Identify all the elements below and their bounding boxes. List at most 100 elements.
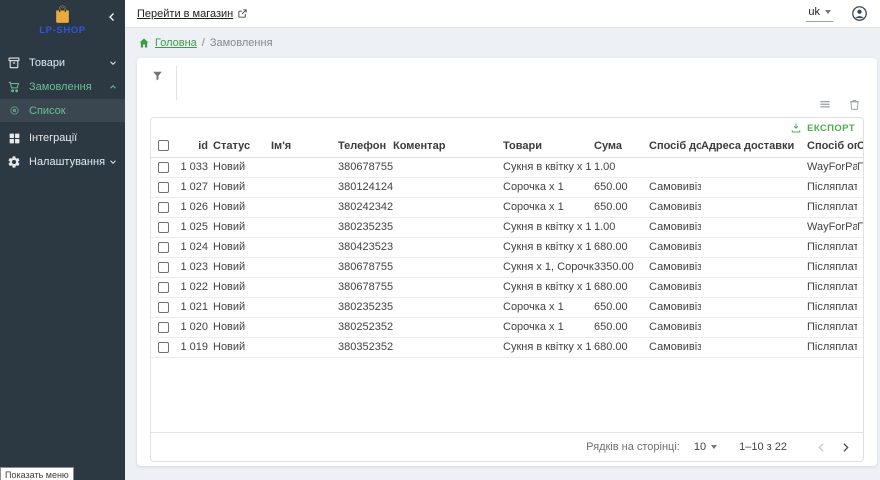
app-logo[interactable]: LP-SHOP xyxy=(0,5,125,36)
table-row[interactable]: 1 020 Новий 380252352352 Сорочка x 1 650… xyxy=(151,317,863,338)
main-area: Перейти в магазин uk Головна / Замовленн… xyxy=(125,0,880,480)
table-row[interactable]: 1 019 Новий 380352352353 Сукня в квітку … xyxy=(151,337,863,358)
table-row[interactable]: 1 021 Новий 380235235235 Сорочка x 1 650… xyxy=(151,297,863,318)
cell-payment-method: Післяплата xyxy=(807,297,857,318)
select-all-checkbox[interactable] xyxy=(158,140,169,152)
orders-table-wrap[interactable]: id Статус Ім'я Телефон Коментар Товари С… xyxy=(151,135,863,358)
cell-payment-status xyxy=(857,197,863,218)
export-button[interactable]: ЕКСПОРТ xyxy=(790,122,855,134)
row-checkbox[interactable] xyxy=(158,161,169,173)
grid-icon xyxy=(3,132,25,145)
delete-button[interactable] xyxy=(848,98,861,111)
header-sum: Сума xyxy=(594,135,649,158)
cell-payment-method: Післяплата xyxy=(807,317,857,338)
row-checkbox[interactable] xyxy=(158,321,169,333)
home-icon xyxy=(138,37,150,49)
cell-products: Сорочка x 1 xyxy=(503,177,594,198)
table-body: 1 033 Новий 380678755765 Сукня в квітку … xyxy=(151,157,863,358)
row-checkbox[interactable] xyxy=(158,261,169,273)
table-row[interactable]: 1 025 Новий 380235235235 Сукня в квітку … xyxy=(151,217,863,238)
cell-delivery-address xyxy=(701,197,807,218)
breadcrumb-separator: / xyxy=(201,37,205,49)
orders-table: id Статус Ім'я Телефон Коментар Товари С… xyxy=(151,135,863,358)
cell-name xyxy=(271,337,338,358)
sidebar-item-integrations[interactable]: Інтеграції xyxy=(0,126,125,150)
table-row[interactable]: 1 022 Новий 380678755765 Сукня в квітку … xyxy=(151,277,863,298)
sidebar-item-settings[interactable]: Налаштування xyxy=(0,150,125,174)
gear-icon xyxy=(3,155,25,169)
row-checkbox[interactable] xyxy=(158,281,169,293)
sidebar-item-orders[interactable]: Замовлення xyxy=(0,75,125,99)
cell-phone: 380352352353 xyxy=(338,337,393,358)
topbar-right: uk xyxy=(806,5,868,22)
breadcrumb-home-link[interactable]: Головна xyxy=(155,37,197,49)
row-checkbox[interactable] xyxy=(158,181,169,193)
cell-comment xyxy=(393,157,503,178)
previous-page-button[interactable] xyxy=(809,435,833,459)
cell-phone: 380124124124 xyxy=(338,177,393,198)
header-payment-method: Спосіб оп... xyxy=(807,135,857,158)
account-button[interactable] xyxy=(851,5,868,22)
table-row[interactable]: 1 033 Новий 380678755765 Сукня в квітку … xyxy=(151,157,863,178)
table-actions xyxy=(818,97,861,111)
cell-id: 1 026 xyxy=(179,197,213,218)
cell-payment-method: WayForPay xyxy=(807,157,857,178)
chevron-left-icon xyxy=(109,13,114,21)
cell-phone: 380678755765 xyxy=(338,277,393,298)
chevron-down-icon xyxy=(108,58,118,68)
cell-delivery-address xyxy=(701,237,807,258)
cell-comment xyxy=(393,237,503,258)
cell-delivery-address xyxy=(701,297,807,318)
row-checkbox[interactable] xyxy=(158,201,169,213)
cell-status: Новий xyxy=(213,197,271,218)
radio-dot-icon xyxy=(3,105,25,116)
next-page-button[interactable] xyxy=(833,435,857,459)
person-circle-icon xyxy=(852,6,867,21)
cell-comment xyxy=(393,297,503,318)
cell-status: Новий xyxy=(213,257,271,278)
filter-button[interactable] xyxy=(151,69,164,82)
table-row[interactable]: 1 023 Новий 380678755722 Сукня x 1, Соро… xyxy=(151,257,863,278)
row-checkbox[interactable] xyxy=(158,241,169,253)
go-to-store-link[interactable]: Перейти в магазин xyxy=(137,8,248,20)
row-checkbox[interactable] xyxy=(158,221,169,233)
cell-status: Новий xyxy=(213,217,271,238)
cell-sum: 650.00 xyxy=(594,297,649,318)
pagination: Рядків на сторінці: 10 1–10 з 22 xyxy=(151,432,863,461)
cell-name xyxy=(271,157,338,178)
cell-delivery-method: Самовивіз xyxy=(649,217,701,238)
sidebar-item-products[interactable]: Товари xyxy=(0,51,125,75)
table-row[interactable]: 1 026 Новий 380242342342 Сорочка x 1 650… xyxy=(151,197,863,218)
shopping-bag-logo-icon xyxy=(56,5,69,23)
cell-payment-method: Післяплата xyxy=(807,257,857,278)
cell-products: Сорочка x 1 xyxy=(503,317,594,338)
cell-name xyxy=(271,177,338,198)
cell-id: 1 019 xyxy=(179,337,213,358)
cell-delivery-address xyxy=(701,277,807,298)
row-checkbox[interactable] xyxy=(158,301,169,313)
language-select[interactable]: uk xyxy=(806,6,833,22)
cell-sum: 650.00 xyxy=(594,317,649,338)
table-toolbar xyxy=(137,58,877,100)
cell-phone: 380235235235 xyxy=(338,297,393,318)
sidebar-item-orders-list[interactable]: Список xyxy=(0,99,125,122)
cell-delivery-address xyxy=(701,217,807,238)
table-row[interactable]: 1 027 Новий 380124124124 Сорочка x 1 650… xyxy=(151,177,863,198)
columns-view-button[interactable] xyxy=(818,97,832,111)
cell-comment xyxy=(393,277,503,298)
table-row[interactable]: 1 024 Новий 380423523523 Сукня в квітку … xyxy=(151,237,863,258)
cart-icon xyxy=(3,80,25,94)
cell-sum: 1.00 xyxy=(594,157,649,178)
cell-name xyxy=(271,197,338,218)
cell-comment xyxy=(393,317,503,338)
rows-per-page-select[interactable]: 10 xyxy=(694,441,718,453)
breadcrumb-current: Замовлення xyxy=(209,37,273,49)
topbar: Перейти в магазин uk xyxy=(125,0,880,28)
cell-status: Новий xyxy=(213,297,271,318)
chevron-up-icon xyxy=(108,82,118,92)
cell-comment xyxy=(393,197,503,218)
cell-sum: 3350.00 xyxy=(594,257,649,278)
sidebar-collapse-button[interactable] xyxy=(106,11,118,23)
row-checkbox[interactable] xyxy=(158,341,169,353)
cell-products: Сукня в квітку x 1 xyxy=(503,237,594,258)
